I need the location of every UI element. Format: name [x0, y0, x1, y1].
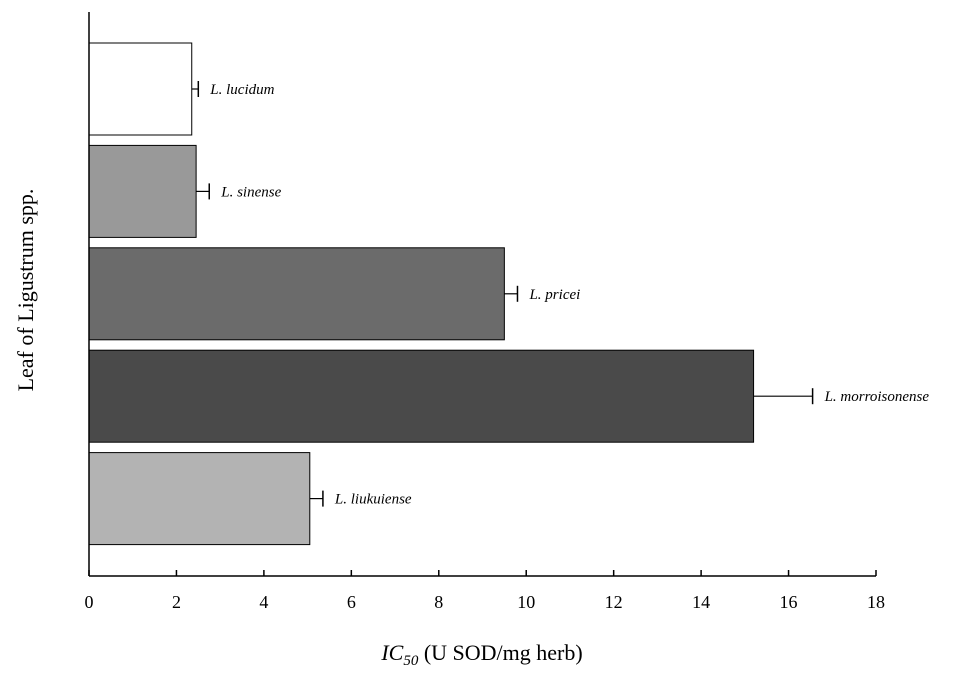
x-axis-title: IC50 (U SOD/mg herb)	[380, 640, 582, 669]
error-bar-l-sinense	[196, 183, 210, 200]
error-bars	[191, 81, 814, 507]
x-tick-label: 0	[85, 592, 94, 612]
error-bar-l-lucidum	[191, 81, 200, 97]
bar-label-l-liukuiense: L. liukuiense	[334, 492, 412, 508]
x-tick-label: 6	[347, 592, 356, 612]
y-axis-title: Leaf of Ligustrum spp.	[13, 189, 38, 392]
bar-l-lucidum	[88, 42, 193, 136]
bar-label-l-lucidum: L. lucidum	[209, 82, 274, 98]
x-ticks: 0 2 4 6 8 10 12 14 16 18	[85, 570, 885, 612]
bar-l-morroisonense	[88, 349, 755, 443]
x-tick-label: 10	[517, 592, 535, 612]
bar-l-sinense	[88, 144, 197, 238]
x-tick-label: 12	[605, 592, 623, 612]
axes	[88, 12, 876, 577]
error-bar-l-pricei	[504, 285, 519, 302]
x-tick-label: 18	[867, 592, 885, 612]
x-tick-label: 4	[259, 592, 268, 612]
x-tick-label: 14	[692, 592, 710, 612]
bar-l-pricei	[88, 247, 505, 341]
bar-label-l-morroisonense: L. morroisonense	[824, 389, 930, 405]
bars	[88, 42, 755, 546]
x-tick-label: 2	[172, 592, 181, 612]
x-tick-label: 16	[780, 592, 798, 612]
bar-labels: L. lucidum L. sinense L. pricei L. morroiso…	[209, 82, 929, 508]
x-tick-label: 8	[434, 592, 443, 612]
bar-label-l-pricei: L. pricei	[528, 287, 580, 303]
bar-label-l-sinense: L. sinense	[220, 184, 281, 200]
bar-l-liukuiense	[88, 452, 311, 546]
error-bar-l-liukuiense	[309, 490, 324, 507]
error-bar-l-morroisonense	[753, 388, 814, 405]
